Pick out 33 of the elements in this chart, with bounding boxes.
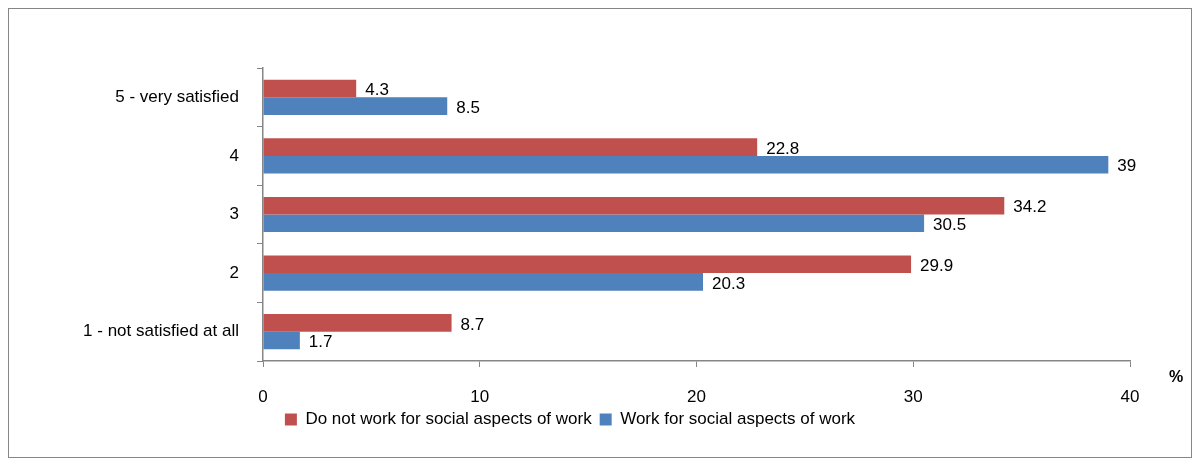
- y-tick-label: 1 - not satisfied at all: [83, 321, 239, 341]
- bar: [263, 273, 703, 291]
- x-tick-label: 20: [687, 386, 706, 406]
- data-label: 34.2: [1013, 197, 1047, 217]
- y-tick-label: 4: [229, 145, 239, 165]
- data-label: 1.7: [308, 332, 333, 352]
- bar: [263, 214, 925, 233]
- legend-label: Work for social aspects of work: [620, 409, 856, 429]
- x-tick-label: 30: [903, 386, 923, 406]
- bar: [263, 97, 448, 115]
- data-label: 22.8: [766, 138, 800, 158]
- bar: [263, 79, 357, 98]
- bar: [263, 255, 912, 274]
- data-label: 29.9: [920, 256, 954, 275]
- y-tick-label: 3: [229, 204, 239, 224]
- data-label: 4.3: [365, 80, 389, 100]
- bar: [263, 314, 452, 332]
- bar: [263, 331, 300, 350]
- x-axis-title: %: [1168, 368, 1184, 386]
- data-label: 20.3: [712, 273, 746, 293]
- bar: [263, 138, 758, 156]
- data-label: 39: [1117, 156, 1137, 176]
- x-tick-label: 0: [258, 386, 268, 406]
- data-label: 8.7: [460, 314, 485, 334]
- data-label: 8.5: [456, 97, 480, 117]
- x-tick-label: 10: [470, 386, 490, 406]
- x-tick-label: 40: [1120, 386, 1140, 406]
- bar: [263, 196, 1005, 215]
- y-tick-label: 2: [229, 262, 239, 282]
- y-tick-label: 5 - very satisfied: [115, 86, 239, 106]
- data-label: 30.5: [933, 214, 967, 234]
- legend-label: Do not work for social aspects of work: [305, 409, 593, 429]
- bar: [263, 155, 1109, 174]
